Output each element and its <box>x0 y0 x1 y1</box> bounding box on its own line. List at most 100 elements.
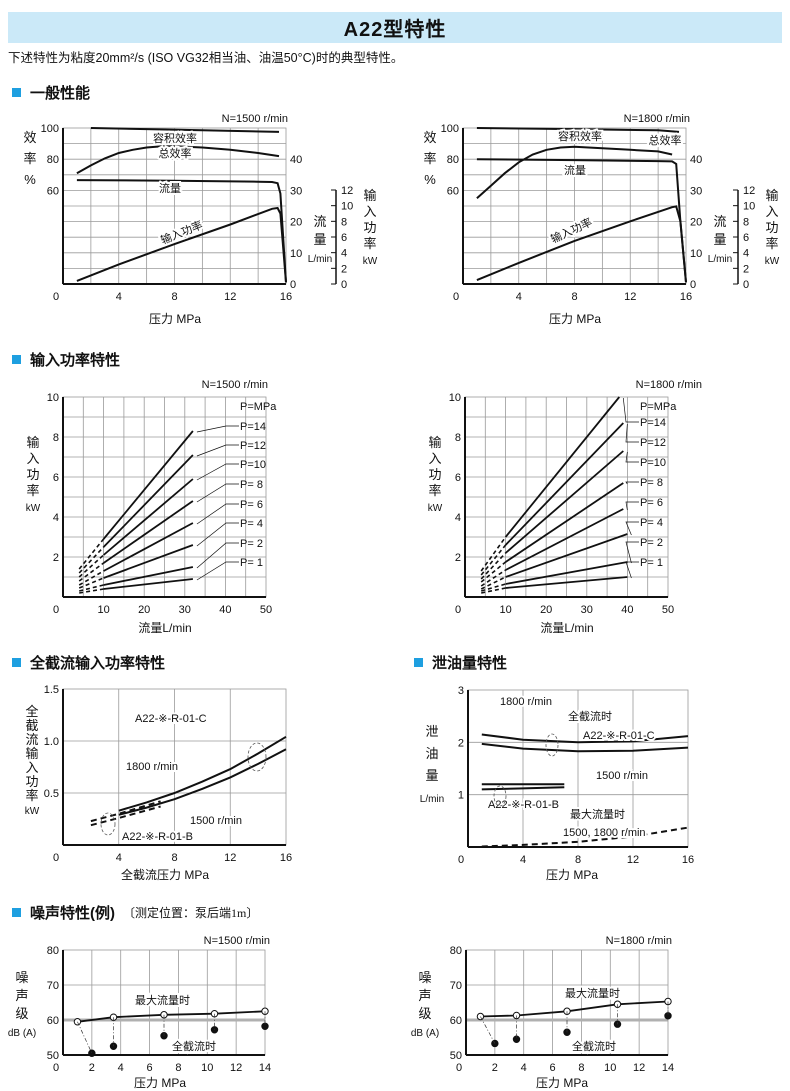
legend-label: P=12 <box>640 437 666 449</box>
y2-axis-label: 量 <box>313 232 326 247</box>
section-label: 一般性能 <box>30 85 91 102</box>
x-tick-label: 50 <box>260 604 272 616</box>
x-tick-label: 20 <box>540 604 552 616</box>
legend-leader-line <box>196 425 239 433</box>
series-label: 容积效率 <box>558 129 602 143</box>
x-tick-label: 4 <box>118 1062 124 1074</box>
legend-leader-line <box>196 483 239 503</box>
x-tick-label: 16 <box>680 291 692 303</box>
legend-label: P=14 <box>240 421 266 433</box>
series-line <box>76 179 287 283</box>
annotation-label: A22-※-R-01-C <box>135 713 207 725</box>
series-line <box>103 566 194 586</box>
y-tick-label: 1.5 <box>44 684 59 696</box>
legend-label: P=14 <box>640 417 666 429</box>
x-axis-label: 压力 MPa <box>546 868 598 882</box>
data-point-marker <box>476 1012 485 1021</box>
y-axis-label: kW <box>26 503 41 514</box>
series-line-dashed <box>78 546 105 574</box>
x-axis-label: 流量L/min <box>540 621 593 635</box>
y2-axis-label: 流 <box>313 214 326 229</box>
y-tick-label: 70 <box>47 980 59 992</box>
legend-label: P= 6 <box>240 499 263 511</box>
y2-tick-label: 0 <box>290 279 296 291</box>
y-axis-label: 输 <box>26 435 39 450</box>
x-tick-label: 40 <box>219 604 231 616</box>
y2-tick-label: 10 <box>290 248 302 260</box>
y3-tick-label: 0 <box>341 279 347 291</box>
x-tick-label: 50 <box>662 604 674 616</box>
y-axis-label: 率 <box>428 483 441 498</box>
y3-axis-label: 输 <box>363 188 376 203</box>
leader-line <box>480 1016 496 1044</box>
x-tick-label: 0 <box>53 291 59 303</box>
y-tick-label: 80 <box>47 154 59 166</box>
y3-tick-label: 8 <box>341 216 347 228</box>
series-line <box>118 748 287 816</box>
x-tick-label: 2 <box>492 1062 498 1074</box>
y-tick-label: 60 <box>450 1015 462 1027</box>
series-line-dashed <box>480 583 506 592</box>
series-line <box>481 826 689 848</box>
x-tick-label: 4 <box>520 854 526 866</box>
x-tick-label: 12 <box>224 852 236 864</box>
y-axis-label: 级 <box>15 1006 28 1021</box>
callout-ellipse-icon <box>545 733 559 757</box>
series-line-dashed <box>480 569 507 587</box>
series-line <box>476 145 673 199</box>
legend-label: P= 2 <box>640 537 663 549</box>
y-tick-label: 100 <box>441 123 459 135</box>
x-tick-label: 10 <box>499 604 511 616</box>
callout-ellipse-icon <box>493 785 507 807</box>
annotation-label: 1800 r/min <box>500 696 552 708</box>
y3-tick-label: 12 <box>743 185 755 197</box>
section-input-power: 输入功率特性 <box>12 349 120 370</box>
legend-leader-line <box>625 501 639 511</box>
x-tick-label: 30 <box>179 604 191 616</box>
x-tick-label: 16 <box>280 291 292 303</box>
x-tick-label: 12 <box>224 291 236 303</box>
y-tick-label: 80 <box>450 945 462 957</box>
y-tick-label: 10 <box>47 392 59 404</box>
y2-axis-label: 量 <box>713 232 726 247</box>
x-tick-label: 8 <box>171 852 177 864</box>
series-line <box>90 800 161 823</box>
y-axis-label: 流 <box>25 732 38 747</box>
legend-label: P= 4 <box>240 518 263 530</box>
y3-tick-label: 10 <box>743 201 755 213</box>
series-line <box>505 450 624 554</box>
y-axis-label: 声 <box>418 988 431 1003</box>
y-axis-label: 效 <box>23 130 36 145</box>
legend-leader-line <box>196 561 239 581</box>
legend-label: P= 8 <box>240 479 263 491</box>
x-tick-label: 0 <box>53 604 59 616</box>
x-tick-label: 6 <box>147 1062 153 1074</box>
series-line-dashed <box>480 544 507 576</box>
y3-axis-label: 率 <box>765 236 778 251</box>
x-tick-label: 0 <box>458 854 464 866</box>
x-tick-label: 12 <box>633 1062 645 1074</box>
y3-axis-label: 率 <box>363 236 376 251</box>
y2-axis-label: 流 <box>713 214 726 229</box>
series-label: 总效率 <box>649 133 682 147</box>
legend-leader-line <box>196 542 239 569</box>
series-line-dashed <box>78 538 105 570</box>
annotation-label: 1500 r/min <box>190 815 242 827</box>
section-label: 全截流输入功率特性 <box>30 655 166 672</box>
legend-leader-line <box>625 541 639 564</box>
y3-tick-label: 8 <box>743 216 749 228</box>
y3-tick-label: 4 <box>341 248 347 260</box>
series-line <box>505 508 624 571</box>
y3-tick-label: 2 <box>743 263 749 275</box>
y-tick-label: 6 <box>455 472 461 484</box>
y-axis-label: 率 <box>25 788 38 803</box>
x-tick-label: 14 <box>662 1062 674 1074</box>
y-axis-label: 噪 <box>15 970 28 985</box>
y-axis-label: 功 <box>26 467 39 482</box>
y-axis-label: 油 <box>425 746 438 761</box>
series-line <box>103 500 194 564</box>
y-tick-label: 2 <box>455 552 461 564</box>
x-tick-label: 16 <box>280 852 292 864</box>
series-line <box>90 127 280 133</box>
